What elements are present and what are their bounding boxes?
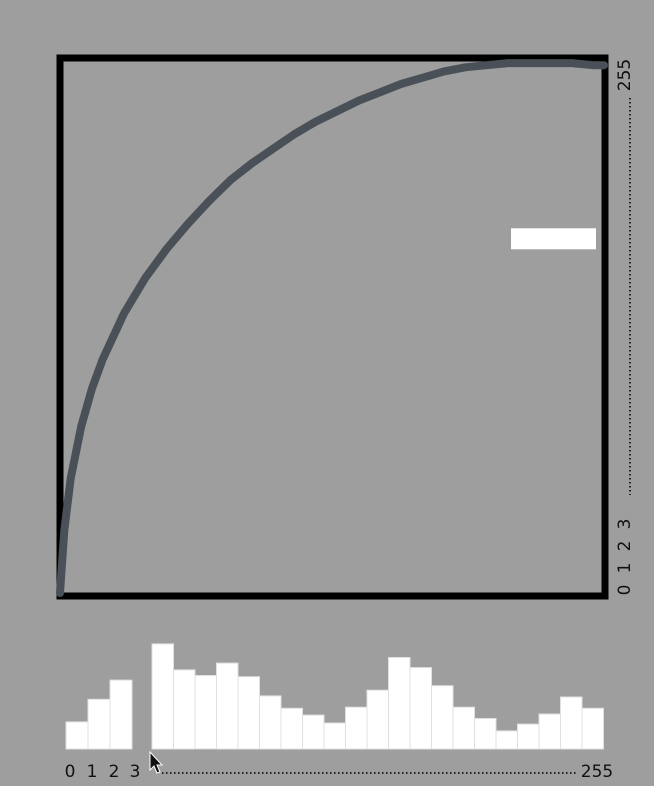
x-tick-label-1: 1 (87, 762, 98, 782)
x-tick-label-255: 255 (581, 762, 613, 782)
mouse-cursor-icon (149, 750, 164, 774)
histogram-bar-left-0 (65, 721, 89, 750)
x-tick-label-0: 0 (65, 762, 76, 782)
y-tick-label-2: 2 (615, 541, 635, 552)
histogram-bar-right-6 (280, 707, 303, 750)
curve-point-marker[interactable] (511, 228, 596, 250)
histogram-bar-right-16 (495, 730, 518, 750)
histogram-bar-right-7 (302, 714, 325, 750)
x-tick-label-2: 2 (109, 762, 120, 782)
histogram-bar-right-9 (345, 706, 368, 750)
histogram-bar-right-4 (237, 676, 260, 750)
y-tick-label-255: 255 (615, 59, 635, 91)
histogram-bar-right-19 (560, 696, 583, 750)
histogram-bar-right-15 (474, 718, 497, 750)
y-tick-label-3: 3 (615, 519, 635, 530)
histogram-bar-right-12 (409, 667, 432, 750)
y-tick-label-0: 0 (615, 585, 635, 596)
y-tick-label-1: 1 (615, 563, 635, 574)
histogram-bar-right-11 (388, 657, 411, 750)
histogram-bar-right-1 (173, 669, 196, 750)
histogram-bar-right-3 (216, 662, 239, 750)
histogram-bar-right-2 (194, 675, 217, 750)
histogram-group-right (151, 643, 604, 750)
histogram-bar-right-13 (431, 685, 454, 750)
histogram-group-left (65, 679, 133, 750)
histogram-bar-right-8 (323, 722, 346, 750)
tone-curve-line[interactable] (56, 59, 608, 597)
histogram-bar-left-2 (109, 679, 133, 750)
histogram-bar-right-18 (538, 713, 561, 750)
histogram-bar-right-0 (151, 643, 174, 750)
histogram-bar-right-5 (259, 695, 282, 750)
histogram-bar-right-14 (452, 706, 475, 750)
histogram-bar-left-1 (87, 698, 111, 750)
x-tick-label-3: 3 (130, 762, 141, 782)
histogram-bar-right-10 (366, 689, 389, 750)
histogram-bar-right-17 (517, 723, 540, 750)
curve-plot-frame[interactable] (56, 54, 609, 600)
histogram-bar-right-20 (581, 707, 604, 750)
